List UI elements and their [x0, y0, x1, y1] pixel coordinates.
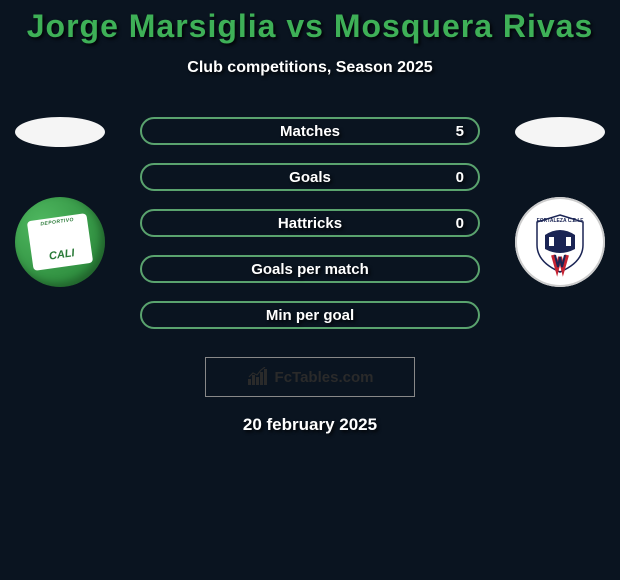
stat-label: Min per goal — [266, 307, 354, 324]
stat-label: Matches — [280, 123, 340, 140]
stat-row-min-per-goal: Min per goal — [140, 301, 480, 329]
player1-club-badge: DEPORTIVO CALI — [15, 197, 105, 287]
stat-row-goals: Goals 0 — [140, 163, 480, 191]
player1-name: Jorge Marsiglia — [27, 8, 277, 44]
left-player-col: DEPORTIVO CALI — [10, 117, 110, 287]
page-title: Jorge Marsiglia vs Mosquera Rivas — [0, 8, 620, 45]
date: 20 february 2025 — [0, 415, 620, 435]
stat-row-hattricks: Hattricks 0 — [140, 209, 480, 237]
player2-club-badge: FORTALEZA C.E.I.F — [515, 197, 605, 287]
player2-name: Mosquera Rivas — [334, 8, 593, 44]
stat-label: Hattricks — [278, 215, 342, 232]
watermark: FcTables.com — [205, 357, 415, 397]
chart-bars-icon — [247, 367, 269, 387]
watermark-text: FcTables.com — [275, 369, 374, 386]
player1-head-icon — [15, 117, 105, 147]
subtitle: Club competitions, Season 2025 — [0, 59, 620, 77]
fortaleza-badge-svg: FORTALEZA C.E.I.F — [525, 207, 595, 277]
stats-column: Matches 5 Goals 0 Hattricks 0 Goals per … — [140, 117, 480, 329]
right-player-col: FORTALEZA C.E.I.F — [510, 117, 610, 287]
stat-value-right: 0 — [456, 169, 464, 186]
stat-label: Goals — [289, 169, 331, 186]
cali-badge-text: CALI — [48, 247, 75, 262]
vs-text: vs — [286, 8, 324, 44]
main-row: DEPORTIVO CALI Matches 5 Goals 0 Hattric… — [0, 117, 620, 329]
stat-row-matches: Matches 5 — [140, 117, 480, 145]
stat-value-right: 0 — [456, 215, 464, 232]
stat-label: Goals per match — [251, 261, 369, 278]
comparison-card: Jorge Marsiglia vs Mosquera Rivas Club c… — [0, 0, 620, 580]
svg-text:FORTALEZA C.E.I.F: FORTALEZA C.E.I.F — [537, 218, 584, 224]
player2-head-icon — [515, 117, 605, 147]
cali-badge-top-text: DEPORTIVO — [40, 217, 74, 228]
cali-badge-inner: DEPORTIVO CALI — [27, 213, 93, 271]
stat-value-right: 5 — [456, 123, 464, 140]
stat-row-goals-per-match: Goals per match — [140, 255, 480, 283]
